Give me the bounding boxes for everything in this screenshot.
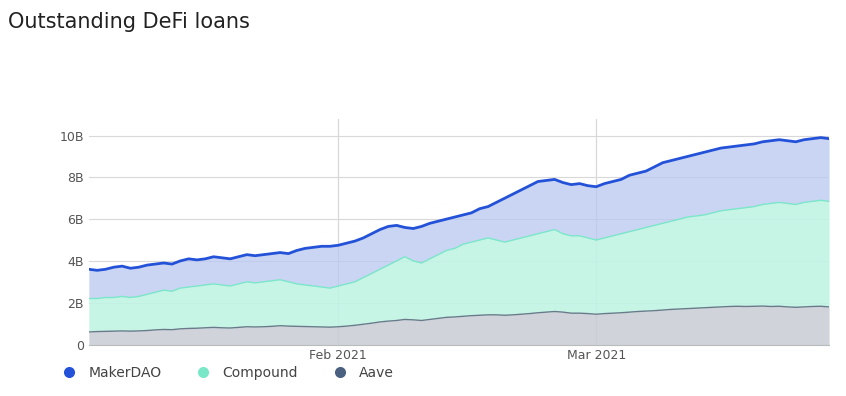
Text: Outstanding DeFi loans: Outstanding DeFi loans (8, 12, 250, 32)
Legend: MakerDAO, Compound, Aave: MakerDAO, Compound, Aave (49, 360, 399, 385)
